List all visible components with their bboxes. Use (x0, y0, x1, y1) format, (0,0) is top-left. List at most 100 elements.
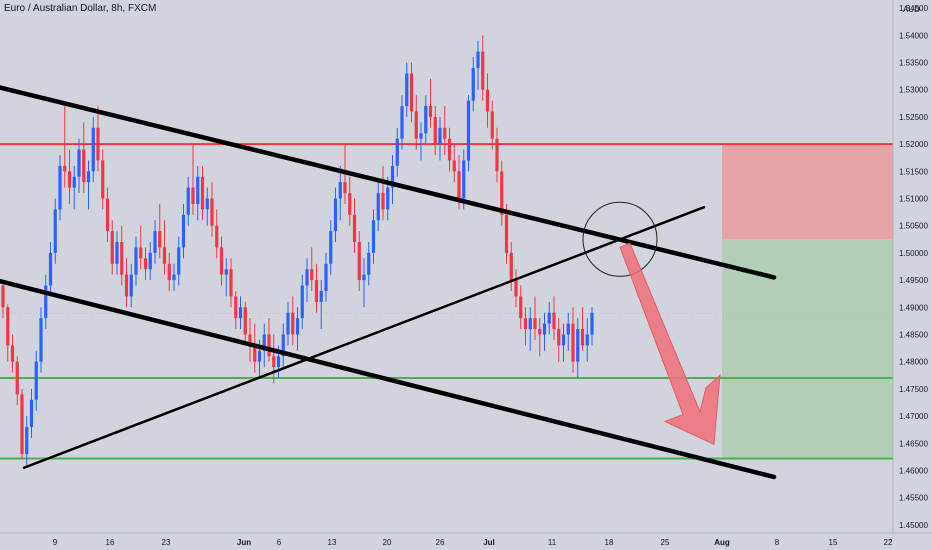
candle-body (495, 138, 499, 172)
candle-body (139, 247, 143, 259)
candle-body (500, 171, 504, 215)
candle-body (120, 242, 124, 275)
candle-body (48, 252, 53, 286)
candle-body (267, 334, 271, 357)
candle-body (6, 307, 10, 346)
candle-body (262, 334, 266, 351)
x-tick-label: Aug (714, 538, 730, 547)
candle-body (523, 318, 528, 330)
candle-body (400, 106, 404, 139)
candle-body (96, 127, 100, 161)
candle-body (490, 111, 494, 139)
candle-body (390, 165, 395, 188)
candle-body (552, 312, 556, 330)
y-tick-label: 1.51500 (899, 167, 928, 176)
x-tick-label: 26 (436, 538, 445, 547)
candle-body (561, 334, 566, 346)
x-tick-label: 23 (162, 538, 171, 547)
candle-body (509, 252, 513, 281)
candle-body (134, 247, 138, 275)
candle-body (419, 133, 423, 139)
rising-trendline (22, 205, 706, 469)
candle-body (466, 100, 471, 161)
x-tick-label: Jul (483, 538, 495, 547)
x-tick-label: 16 (106, 538, 115, 547)
x-tick-label: 25 (661, 538, 670, 547)
candle-body (224, 269, 228, 275)
candle-body (376, 193, 380, 221)
candle-body (476, 51, 480, 68)
y-tick-label: 1.50500 (899, 222, 928, 231)
candle-body (91, 127, 95, 172)
y-tick-label: 1.53000 (899, 86, 928, 95)
candle-body (343, 182, 347, 194)
candle-body (300, 285, 304, 319)
candle-body (63, 165, 67, 172)
y-tick-label: 1.48500 (899, 330, 928, 339)
candle-body (367, 252, 371, 275)
candle-body (82, 149, 86, 183)
candle-body (248, 334, 252, 346)
candle-body (281, 334, 285, 357)
candle-body (272, 356, 276, 368)
candle-body (438, 127, 442, 145)
candle-body (167, 263, 171, 281)
candle-body (234, 296, 238, 319)
candle-body (305, 269, 309, 286)
take-profit-zone (722, 239, 893, 459)
candle-body (181, 214, 186, 248)
candle-body (428, 106, 433, 117)
candle-body (77, 149, 81, 177)
y-tick-label: 1.54500 (899, 4, 928, 13)
candle-body (101, 160, 105, 199)
candle-body (229, 269, 233, 297)
candle-body (409, 73, 414, 112)
candle-body (329, 231, 333, 264)
candle-body (1, 285, 5, 308)
candle-body (105, 198, 110, 232)
y-tick-label: 1.53500 (899, 59, 928, 68)
candle-body (452, 160, 456, 172)
candle-body (462, 160, 466, 199)
candle-body (286, 312, 290, 335)
candle-body (143, 258, 148, 270)
candle-body (362, 274, 366, 281)
y-axis-panel (893, 0, 932, 550)
candle-body (414, 111, 418, 139)
x-tick-label: 9 (53, 538, 58, 547)
candle-body (357, 242, 361, 281)
candle-body (319, 290, 323, 302)
candle-body (238, 307, 243, 319)
candle-body (34, 361, 38, 400)
candle-body (276, 356, 281, 368)
candle-body (295, 318, 300, 335)
candle-body (39, 318, 43, 362)
candle-body (585, 334, 589, 346)
candle-body (72, 176, 76, 188)
y-tick-label: 1.49000 (899, 303, 928, 312)
candles-group (1, 35, 594, 468)
candle-body (352, 214, 357, 243)
candle-body (557, 329, 561, 346)
candle-body (148, 252, 152, 270)
candle-body (481, 51, 485, 90)
y-tick-label: 1.51000 (899, 195, 928, 204)
candle-body (405, 73, 409, 107)
candle-body (58, 165, 62, 210)
candle-body (433, 116, 437, 145)
candle-body (219, 247, 224, 275)
candle-body (424, 106, 428, 134)
x-tick-label: 18 (605, 538, 614, 547)
candle-body (291, 312, 295, 335)
candle-body (10, 345, 15, 362)
candle-body (86, 171, 91, 183)
candle-body (485, 89, 490, 112)
candle-body (566, 323, 570, 335)
y-tick-label: 1.48000 (899, 358, 928, 367)
candle-body (338, 182, 342, 199)
x-tick-label: 11 (548, 538, 557, 547)
candle-body (186, 187, 190, 215)
y-tick-label: 1.49500 (899, 276, 928, 285)
